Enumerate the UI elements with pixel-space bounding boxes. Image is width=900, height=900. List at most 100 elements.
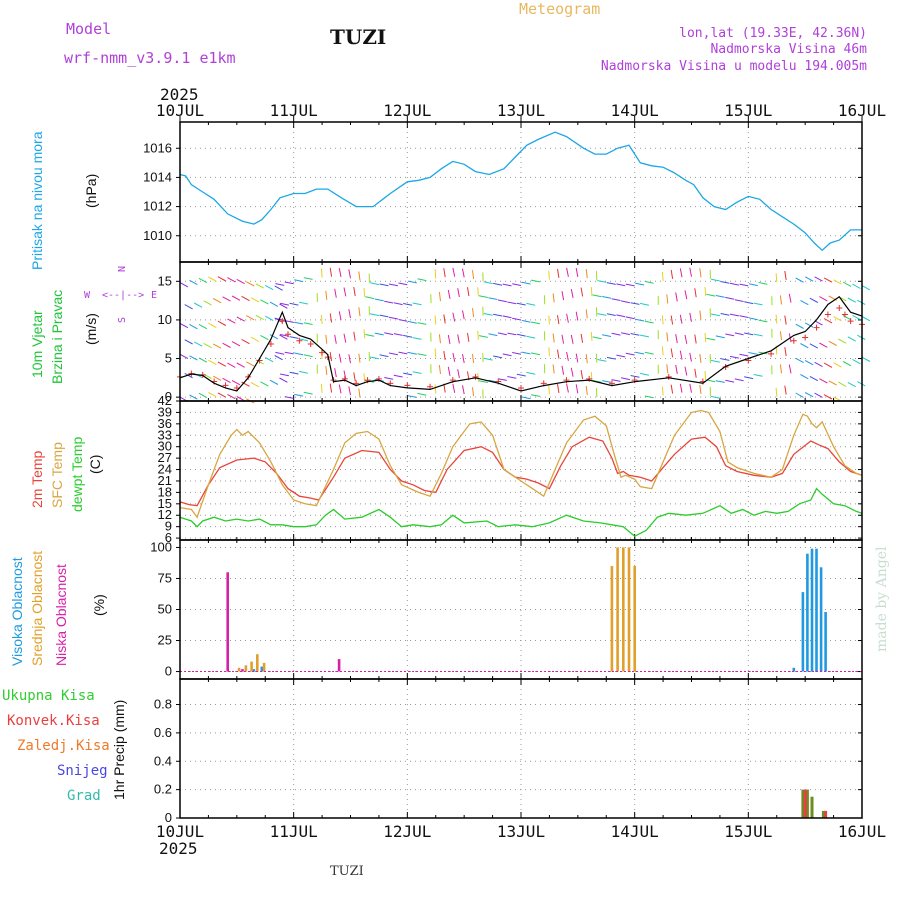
wind-arrow [566, 313, 569, 323]
temperature-panel: 2m Temp SFC Temp dewpt Temp (C) 69121518… [29, 393, 863, 545]
wind-unit: (m/s) [83, 313, 99, 345]
wind-arrow [710, 313, 721, 317]
wind-arrow [407, 395, 417, 398]
wind-arrow [443, 268, 446, 278]
sfc-temp-line [179, 409, 863, 519]
wind-arrow [189, 323, 198, 330]
wind-arrow [704, 333, 707, 343]
wind-arrow [483, 313, 493, 316]
wind-arrow [284, 351, 294, 355]
wind-arrow [236, 362, 245, 368]
y-tick-label: 15 [158, 496, 172, 511]
wind-arrow [417, 278, 427, 282]
wind-arrow [720, 313, 730, 316]
wind-marker [836, 304, 843, 311]
wind-arrow [833, 316, 842, 322]
konvek-kisa-bar [803, 789, 807, 818]
wind-arrow [325, 334, 328, 344]
wind-marker [375, 375, 382, 382]
wind-arrow [526, 302, 536, 306]
precip-conv-label: Konvek.Kisa [7, 713, 100, 729]
wind-arrow [699, 310, 702, 320]
wind-arrow [795, 392, 804, 398]
wind-arrow [675, 334, 678, 344]
wind-arrow [343, 287, 347, 297]
wind-arrow [369, 313, 380, 317]
wind-arrow [814, 392, 823, 398]
date-label: 15JUL [724, 822, 772, 841]
wind-arrow [246, 315, 255, 321]
wind-arrow [625, 283, 635, 287]
wind-arrow [521, 351, 531, 355]
wind-arrow [250, 297, 260, 303]
wind-arrow [689, 312, 692, 322]
wind-arrow [279, 334, 290, 337]
wind-arrow [452, 312, 456, 322]
wind-direction-legend: N S W E <--|--> [84, 266, 157, 323]
visoka-oblacnost-bar [801, 592, 805, 672]
wind-arrow [635, 351, 645, 355]
wind-arrow [265, 284, 274, 291]
wind-marker [768, 350, 775, 357]
wind-arrow [744, 332, 754, 336]
wind-arrow [417, 322, 427, 325]
wind-arrow [407, 320, 417, 324]
wind-arrow [227, 362, 236, 368]
wind-arrow [670, 384, 674, 394]
wind-arrow [592, 294, 602, 298]
pressure-axis-label: Pritisak na nivou mora [29, 131, 45, 270]
wind-arrow [438, 334, 441, 344]
wind-arrow [635, 318, 645, 322]
y-tick-label: 12 [158, 507, 172, 522]
wind-arrow [620, 300, 631, 304]
wind-arrow [488, 297, 498, 300]
temp-dewpt-label: dewpt Temp [69, 437, 85, 512]
wind-axis-label-2: Brzina i Pravac [49, 290, 65, 384]
wind-arrows [179, 267, 871, 404]
wind-arrow [462, 310, 465, 320]
wind-arrow [516, 373, 526, 377]
wind-arrow [502, 353, 512, 357]
wind-arrow [809, 343, 819, 349]
wind-arrow [644, 320, 654, 324]
dewpt-temp-line [179, 487, 863, 537]
bottom-station: TUZI [330, 864, 364, 879]
wind-arrow [338, 311, 342, 321]
wind-arrow [447, 334, 451, 344]
wind-arrow [729, 355, 739, 359]
y-tick-label: 100 [150, 539, 172, 554]
wind-arrow [611, 332, 621, 336]
wind-arrow [334, 368, 337, 378]
wind-arrow [800, 299, 809, 306]
wind-arrow [847, 297, 856, 303]
y-tick-label: 1014 [143, 169, 172, 184]
y-tick-label: 6 [165, 530, 172, 545]
wind-arrow [531, 394, 540, 397]
wind-arrow [779, 364, 782, 374]
wind-arrow [847, 381, 856, 388]
temp-unit: (C) [87, 455, 103, 474]
wind-marker [472, 373, 479, 380]
wind-arrow [512, 352, 522, 355]
precip-frame [179, 678, 863, 819]
wind-arrow [784, 315, 787, 325]
wind-arrow [384, 377, 394, 380]
wind-arrow [602, 380, 612, 383]
wind-arrow [241, 338, 250, 345]
y-tick-label: 0.4 [154, 753, 172, 768]
wind-arrow [179, 322, 189, 329]
wind-arrow [329, 383, 333, 393]
wind-arrow [208, 392, 217, 398]
wind-arrow [758, 319, 768, 323]
wind-arrow [823, 277, 833, 283]
wind-arrow [739, 283, 749, 287]
wind-arrow [729, 282, 739, 286]
wind-arrow [255, 283, 264, 289]
wind-arrow [294, 393, 304, 397]
wind-arrow [706, 337, 716, 341]
wind-arrow [275, 351, 285, 355]
wind-arrow [606, 356, 616, 360]
wind-arrow [403, 303, 413, 306]
wind-arrow [222, 296, 231, 302]
wind-arrow [303, 322, 313, 325]
